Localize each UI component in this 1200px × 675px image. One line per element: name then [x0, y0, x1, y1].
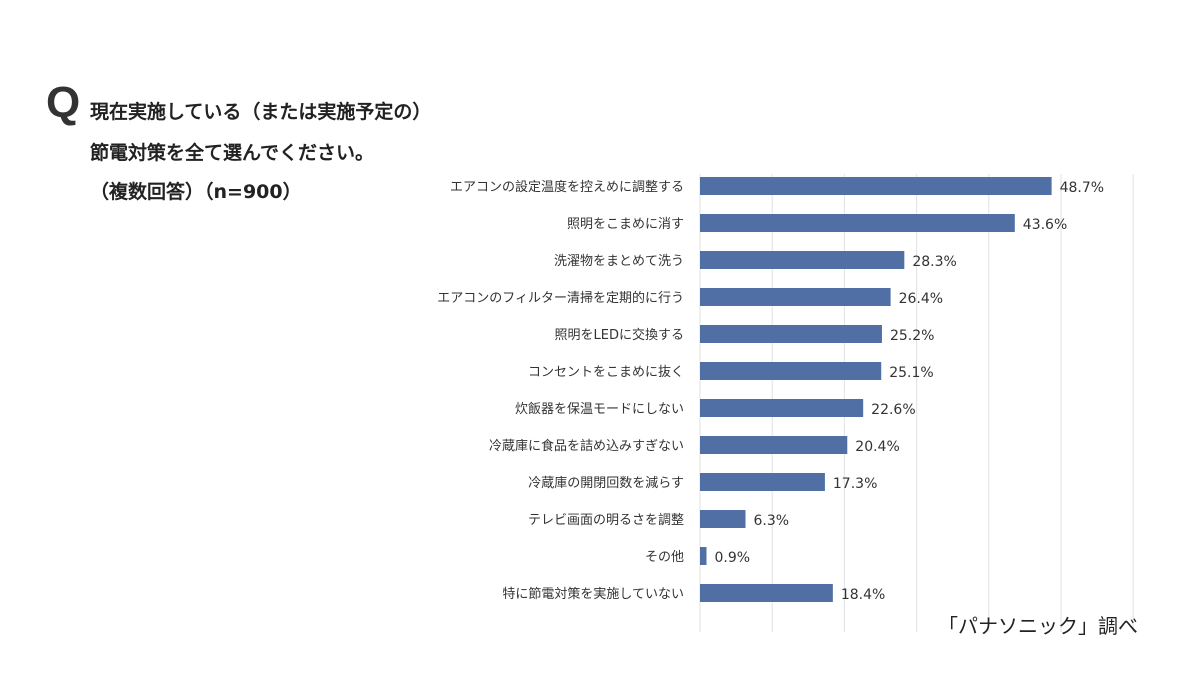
- data-label: 17.3%: [833, 476, 877, 492]
- data-label: 48.7%: [1060, 180, 1104, 196]
- data-label: 22.6%: [871, 402, 915, 418]
- bar: [700, 325, 882, 343]
- bar: [700, 584, 833, 602]
- data-label: 20.4%: [855, 439, 899, 455]
- question-mark: Q: [46, 78, 81, 127]
- data-label: 25.2%: [890, 328, 934, 344]
- data-label: 43.6%: [1023, 217, 1067, 233]
- category-label: その他: [645, 550, 684, 565]
- category-label: テレビ画面の明るさを調整: [528, 513, 684, 528]
- category-label: エアコンのフィルター清掃を定期的に行う: [437, 290, 684, 306]
- category-label: 照明をLEDに交換する: [555, 327, 684, 343]
- data-label: 28.3%: [912, 254, 956, 270]
- bar: [700, 399, 864, 417]
- bar: [700, 251, 905, 269]
- category-label: 冷蔵庫の開閉回数を減らす: [528, 475, 684, 491]
- question-line-3: （複数回答）（n=900）: [90, 181, 302, 203]
- data-label: 26.4%: [899, 291, 943, 307]
- category-label: コンセントをこまめに抜く: [528, 364, 684, 380]
- category-label: エアコンの設定温度を控えめに調整する: [450, 179, 684, 195]
- bar: [700, 288, 891, 306]
- category-label: 炊飯器を保温モードにしない: [515, 402, 684, 417]
- bar: [700, 547, 707, 565]
- bar: [700, 214, 1015, 232]
- bar: [700, 362, 882, 380]
- question-line-2: 節電対策を全て選んでください。: [90, 142, 375, 164]
- data-label: 6.3%: [753, 513, 789, 529]
- bar: [700, 473, 825, 491]
- source-note: 「パナソニック」調べ: [938, 614, 1138, 638]
- data-label: 0.9%: [714, 550, 750, 566]
- data-label: 18.4%: [841, 587, 885, 603]
- bar: [700, 510, 746, 528]
- category-label: 洗濯物をまとめて洗う: [554, 254, 684, 269]
- category-label: 冷蔵庫に食品を詰め込みすぎない: [489, 438, 684, 454]
- category-label: 特に節電対策を実施していない: [502, 586, 684, 602]
- bar: [700, 177, 1052, 195]
- category-label: 照明をこまめに消す: [567, 217, 684, 232]
- data-label: 25.1%: [889, 365, 933, 381]
- question-line-1: 現在実施している（または実施予定の）: [90, 101, 432, 123]
- bar: [700, 436, 848, 454]
